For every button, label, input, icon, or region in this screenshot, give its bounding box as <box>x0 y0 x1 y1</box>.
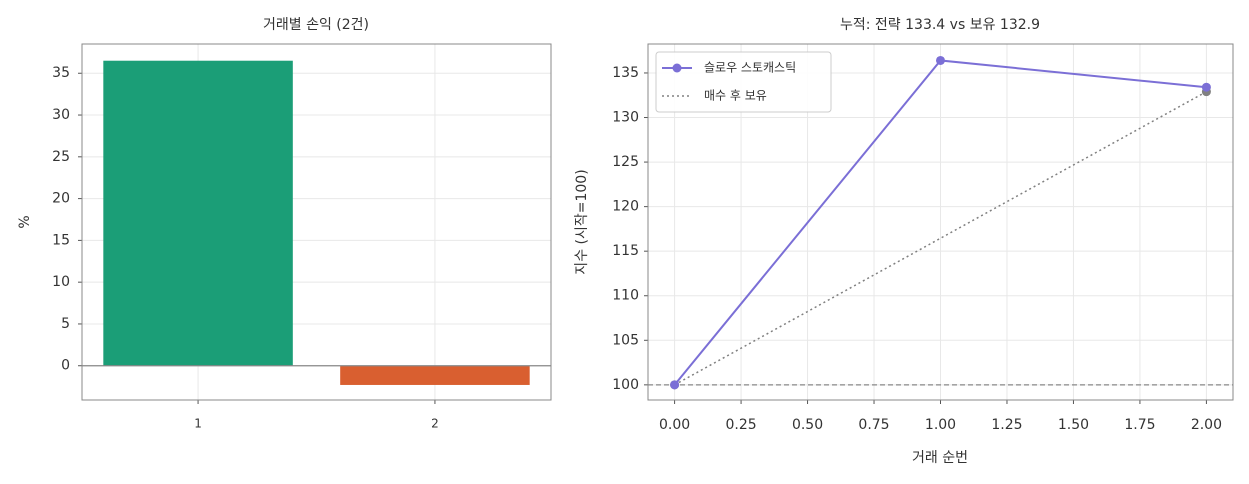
y-tick-label: 25 <box>52 149 70 165</box>
chart-title: 누적: 전략 133.4 vs 보유 132.9 <box>840 17 1040 33</box>
x-tick-label: 1 <box>194 417 202 431</box>
plot-frame <box>81 43 552 401</box>
x-tick-label: 2 <box>431 417 439 431</box>
y-tick-label: 110 <box>612 288 639 304</box>
y-tick-label: 100 <box>612 377 639 393</box>
y-tick-label: 120 <box>612 199 639 215</box>
x-tick-label: 0.00 <box>659 417 690 433</box>
x-tick-label: 0.50 <box>792 417 823 433</box>
x-tick-label: 2.00 <box>1191 417 1222 433</box>
y-tick-label: 15 <box>52 232 70 248</box>
y-tick-label: 10 <box>52 274 70 290</box>
y-tick-label: 105 <box>612 332 639 348</box>
series-line <box>674 91 1207 386</box>
x-tick-label: 1.25 <box>991 417 1022 433</box>
x-tick-label: 0.25 <box>725 417 756 433</box>
legend-box <box>655 51 832 113</box>
y-tick-label: 5 <box>61 316 70 332</box>
y-tick-label: 130 <box>612 110 639 126</box>
x-tick-label: 1.50 <box>1058 417 1089 433</box>
legend-marker <box>672 63 682 73</box>
point <box>1201 82 1211 92</box>
y-axis-label: 지수 (시작=100) <box>574 169 590 274</box>
y-tick-label: 125 <box>612 154 639 170</box>
y-tick-label: 35 <box>52 65 70 81</box>
y-tick-label: 0 <box>61 358 70 374</box>
x-tick-label: 1.75 <box>1124 417 1155 433</box>
plot-frame <box>647 43 1234 401</box>
bar <box>340 365 530 385</box>
y-tick-label: 20 <box>52 191 70 207</box>
legend-label: 슬로우 스토캐스틱 <box>704 61 796 75</box>
y-axis-label: % <box>17 215 33 228</box>
y-tick-label: 30 <box>52 107 70 123</box>
chart-title: 거래별 손익 (2건) <box>263 17 369 33</box>
x-tick-label: 1.00 <box>925 417 956 433</box>
point <box>936 55 945 65</box>
x-tick-label: 0.75 <box>858 417 889 433</box>
point <box>670 380 680 390</box>
x-axis-label: 거래 순번 <box>912 450 968 466</box>
y-tick-label: 135 <box>612 65 639 81</box>
y-tick-label: 115 <box>612 243 639 259</box>
legend-label: 매수 후 보유 <box>704 89 767 103</box>
bar <box>103 60 293 366</box>
